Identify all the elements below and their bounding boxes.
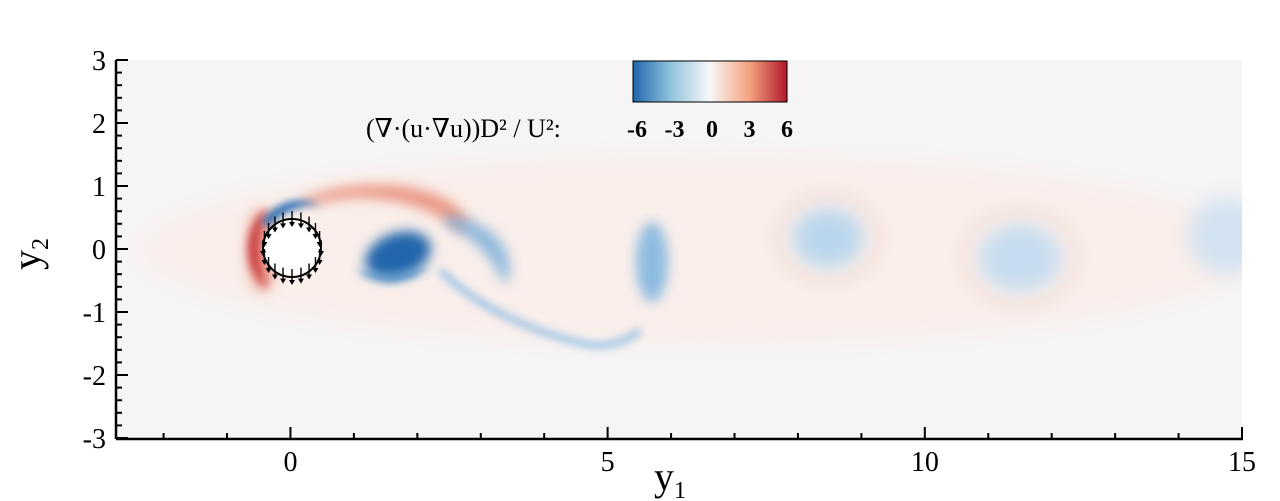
y-tick-label: -2: [83, 361, 106, 392]
cylinder-arrow-head: [312, 233, 319, 239]
cylinder-arrow-head: [271, 227, 278, 233]
colorbar-label: (∇·(u·∇u))D² / U²:: [366, 114, 561, 143]
x-tick-label: 5: [601, 447, 615, 478]
y-tick-label: 0: [92, 235, 106, 266]
colorbar-tick-label: 0: [706, 117, 718, 143]
y-tick-label: 3: [92, 46, 106, 77]
feature-positive-halo-11: [959, 207, 1081, 309]
cylinder-arrow-head: [289, 222, 295, 227]
feature-negative-top-shear: [262, 200, 322, 228]
cylinder-arrow-head: [306, 274, 313, 280]
colorbar-ticks: -6 -3 0 3 6: [627, 117, 793, 143]
feature-negative-vortex-8: [792, 208, 864, 268]
y-tick-label: 1: [92, 172, 106, 203]
cylinder-arrow-head: [261, 259, 268, 265]
cylinder-arrow-head: [289, 280, 295, 285]
x-tick-label: 15: [1228, 447, 1256, 478]
cylinder-arrow-head: [316, 242, 323, 248]
y-axis-title: y2: [4, 238, 54, 270]
colorbar-tick-label: -6: [627, 117, 647, 143]
cylinder-arrow-head: [297, 223, 304, 229]
x-tick-label: 10: [911, 447, 939, 478]
feature-negative-vortex-tail: [355, 265, 430, 281]
x-axis-title: y1: [654, 454, 686, 501]
cylinder: [260, 211, 324, 285]
feature-negative-vortex-near: [365, 231, 431, 279]
flow-field: [140, 155, 1242, 350]
feature-negative-vortex-15: [1188, 198, 1242, 274]
y-tick-label: -3: [83, 424, 106, 455]
feature-positive-halo-8: [773, 191, 883, 285]
cylinder-arrow-head: [265, 233, 272, 239]
colorbar-tick-label: -3: [665, 117, 685, 143]
cylinder-arrow-head: [271, 274, 278, 280]
x-tick-label: 0: [283, 447, 297, 478]
y-ticks: 3 2 1 0 -1 -2 -3: [83, 46, 128, 455]
cylinder-arrow-head: [312, 268, 319, 274]
feature-negative-vortex-11: [978, 224, 1062, 292]
feature-filament: [437, 267, 643, 350]
colorbar: (∇·(u·∇u))D² / U²: -6 -3 0 3 6: [366, 60, 793, 143]
feature-negative-vortex-5: [636, 222, 668, 302]
cylinder-arrows: [260, 211, 324, 285]
cylinder-arrow-head: [265, 268, 272, 274]
feature-negative-arc-3: [445, 215, 510, 285]
colorbar-tick-label: 3: [744, 117, 756, 143]
cylinder-arrow-head: [260, 251, 266, 256]
cylinder-arrow-head: [316, 259, 323, 265]
x-ticks: 0 5 10 15: [162, 427, 1256, 478]
colorbar-gradient: [632, 60, 788, 103]
cylinder-arrow-head: [297, 278, 304, 284]
cylinder-arrow-head: [280, 278, 287, 284]
y-tick-label: -1: [83, 298, 106, 329]
cylinder-arrow-head: [306, 227, 313, 233]
cylinder-arrow-head: [280, 223, 287, 229]
cylinder-body: [262, 218, 322, 278]
colorbar-tick-label: 6: [781, 117, 793, 143]
y-tick-label: 2: [92, 109, 106, 140]
feature-positive-upper-arc: [300, 184, 468, 232]
cylinder-arrow-head: [261, 242, 268, 248]
